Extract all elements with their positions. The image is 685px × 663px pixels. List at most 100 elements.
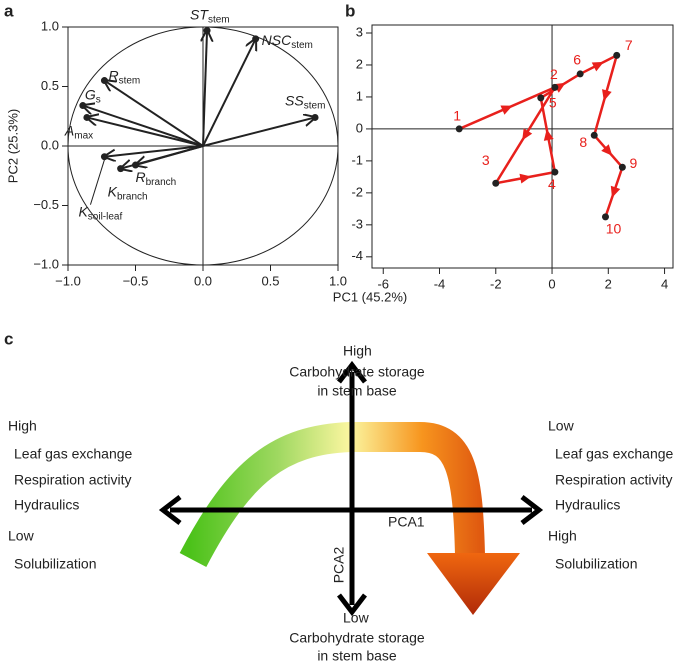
y-tick-label: −1.0: [33, 256, 59, 271]
variable-subscript: branch: [146, 177, 177, 188]
trait: Solubilization: [14, 556, 97, 572]
unit-circle: [67, 26, 339, 266]
diagram: PCA1 PCA2 High Carbohydrate storage in s…: [8, 343, 674, 663]
trajectory-point: [492, 179, 500, 187]
trajectory-point: [551, 83, 559, 91]
trajectory-point: [618, 163, 626, 171]
variable-subscript: stem: [208, 14, 230, 25]
trajectory-point: [601, 213, 609, 221]
variable-label: Rstem: [108, 67, 140, 86]
axis-label: PCA1: [388, 514, 425, 530]
loading-point: [203, 27, 211, 35]
loading-arrow: [104, 81, 204, 147]
direction-arrow: [543, 129, 554, 141]
variable-subscript: stem: [291, 40, 313, 51]
point-label: 1: [453, 108, 461, 124]
leader-line: [89, 159, 105, 205]
trajectory-point: [455, 125, 463, 133]
x-tick-label: −0.5: [123, 273, 149, 288]
direction-arrow: [500, 105, 513, 115]
axis-head: [158, 495, 182, 525]
panel-label: b: [345, 1, 355, 20]
variable-label: Ksoil-leaf: [78, 203, 122, 222]
point-label: 9: [629, 155, 637, 171]
variable-subscript: stem: [304, 100, 326, 111]
variable-label: NSCstem: [262, 32, 313, 51]
direction-arrow: [522, 128, 533, 141]
x-tick-label: -2: [490, 276, 502, 291]
direction-arrow: [591, 61, 604, 72]
variable-label: Gs: [85, 86, 101, 105]
y-axis-label: PC2 (25.3%): [5, 109, 20, 183]
variable-name: R: [136, 169, 146, 185]
point-label: 7: [625, 37, 633, 53]
variable-name: ST: [190, 6, 209, 22]
y-tick-label: 0.0: [41, 137, 59, 152]
variable-label: Amax: [64, 122, 93, 141]
variable-name: G: [85, 86, 96, 102]
y-tick-label: 1: [356, 88, 363, 103]
x-tick-label: -4: [434, 276, 446, 291]
x-tick-label: 4: [661, 276, 668, 291]
point-label: 5: [549, 95, 557, 111]
loading-arrow: [202, 39, 256, 147]
loading-point: [311, 113, 319, 121]
x-tick-label: 2: [605, 276, 612, 291]
loading-arrow: [83, 106, 204, 147]
y-tick-label: -1: [351, 152, 363, 167]
y-tick-label: 1.0: [41, 18, 59, 33]
loading-arrow: [202, 117, 315, 147]
loading-arrow: [136, 145, 204, 165]
loading-point: [79, 102, 87, 110]
loading-point: [100, 153, 108, 161]
variable-subscript: s: [96, 94, 101, 105]
trend-arrow: [179, 422, 485, 567]
variable-name: K: [108, 183, 118, 199]
point-label: 8: [579, 134, 587, 150]
loading-arrow: [104, 145, 204, 157]
y-tick-label: 3: [356, 24, 363, 39]
level: High: [343, 343, 372, 359]
axis-head: [337, 360, 367, 384]
x-tick-label: 0.0: [194, 273, 212, 288]
variable-label: Kbranch: [108, 183, 148, 202]
point-label: 4: [548, 176, 556, 192]
trait: Respiration activity: [14, 472, 132, 488]
trait: Carbohydrate storage: [289, 364, 425, 380]
x-tick-label: −1.0: [55, 273, 81, 288]
loading-arrow: [203, 31, 207, 147]
trait: Respiration activity: [555, 472, 673, 488]
x-tick-label: 1.0: [329, 273, 347, 288]
level: High: [548, 528, 577, 544]
level: Low: [343, 610, 370, 626]
variable-name: A: [64, 122, 74, 138]
variable-name: K: [78, 203, 88, 219]
variable-subscript: max: [74, 130, 93, 141]
trajectory-point: [576, 70, 584, 78]
y-tick-label: 0: [356, 120, 363, 135]
trait: Carbohydrate storage: [289, 630, 425, 646]
trait: Hydraulics: [14, 497, 79, 513]
variable-label: Rbranch: [136, 169, 177, 188]
loading-arrow: [87, 117, 204, 147]
trait: Leaf gas exchange: [14, 446, 133, 462]
loading-point: [252, 35, 260, 43]
point-label: 2: [550, 66, 558, 82]
variable-name: R: [108, 67, 118, 83]
trajectory-point: [551, 168, 559, 176]
variable-label: STstem: [190, 6, 230, 25]
trait: in stem base: [317, 383, 397, 399]
plot-frame: [371, 24, 674, 269]
x-tick-label: -6: [377, 276, 389, 291]
trait: Leaf gas exchange: [555, 446, 674, 462]
trajectory-line: [458, 52, 624, 218]
axis-head: [337, 593, 367, 617]
y-tick-label: −0.5: [33, 197, 59, 212]
level: Low: [8, 528, 35, 544]
level: Low: [548, 418, 575, 434]
x-tick-label: 0: [548, 276, 555, 291]
y-tick-label: 2: [356, 56, 363, 71]
direction-arrow: [610, 185, 621, 198]
trait: Solubilization: [555, 556, 638, 572]
trajectory-point: [613, 51, 621, 59]
